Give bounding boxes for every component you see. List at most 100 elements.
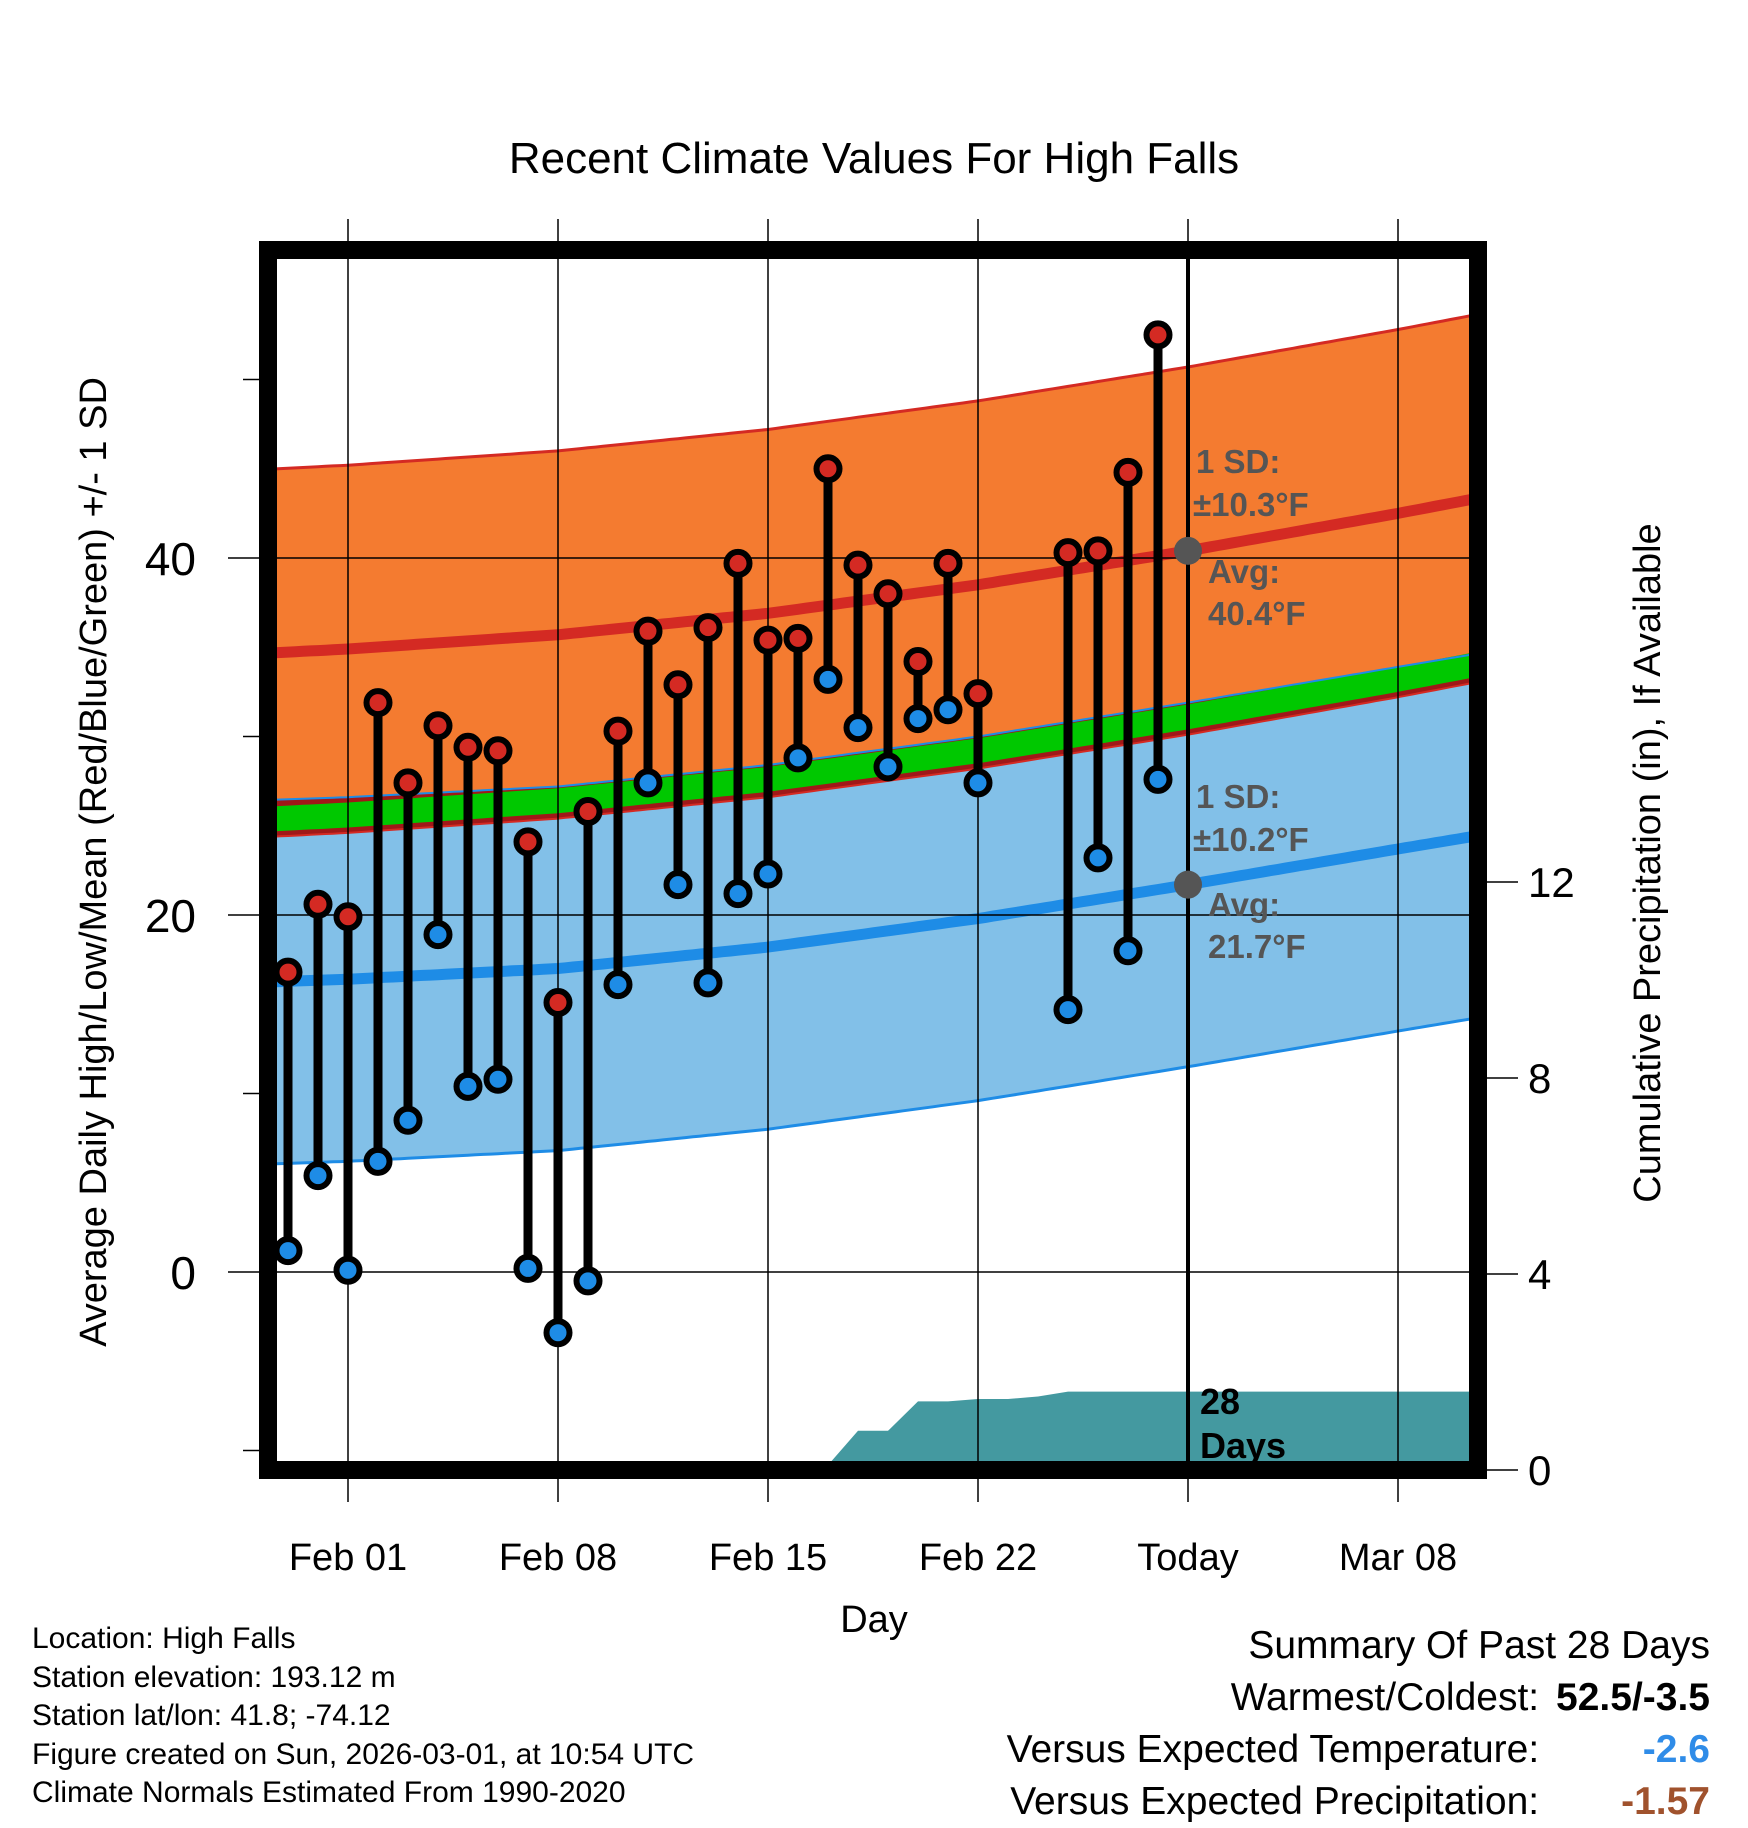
summary-temp-label: Versus Expected Temperature: [1006,1728,1540,1771]
summary-precip-label: Versus Expected Precipitation: [1010,1780,1540,1823]
obs-high-dot-6 [453,732,483,762]
low-lower-sd-line [268,1017,1474,1166]
obs-high-dot-18 [813,454,843,484]
today-high-avg-marker [1174,536,1202,565]
obs-low-dot-27 [1143,764,1173,794]
obs-low-dot-17 [783,743,813,773]
obs-high-dot-27 [1143,320,1173,350]
obs-low-dot-15 [723,879,753,909]
y2-tick-label-12: 12 [1528,859,1575,906]
y2-tick-label-8: 8 [1528,1055,1551,1102]
obs-high-dot-12 [633,616,663,646]
obs-high-dot-14 [693,613,723,643]
summary-precipitation: Versus Expected Precipitation: -1.57 [1007,1776,1710,1828]
summary-temp-value: -2.6 [1642,1728,1710,1771]
obs-high-dot-13 [663,670,693,700]
obs-high-dot-24 [1053,538,1083,568]
obs-low-dot-1 [303,1161,333,1191]
plot-frame [259,241,1487,1479]
summary-warmest-coldest: Warmest/Coldest: 52.5/-3.5 [1007,1672,1710,1724]
y2-tick-label-4: 4 [1528,1251,1551,1298]
x-tick-label-mar-08: Mar 08 [1339,1537,1457,1579]
precip-area [738,1391,1473,1470]
obs-low-dot-4 [393,1105,423,1135]
x-tick-label-feb-15: Feb 15 [709,1537,827,1579]
chart-title: Recent Climate Values For High Falls [509,134,1239,183]
x-axis-label: Day [840,1599,908,1641]
obs-low-dot-8 [513,1253,543,1283]
mean-band [268,652,1473,832]
obs-high-dot-10 [573,796,603,826]
obs-high-dot-11 [603,716,633,746]
y-tick-label-0: 0 [170,1247,196,1299]
obs-low-dot-23 [963,768,993,798]
obs-high-dot-2 [333,902,363,932]
obs-high-dot-21 [903,647,933,677]
obs-high-dot-19 [843,550,873,580]
y2-axis-label: Cumulative Precipitation (in), If Availa… [1627,523,1669,1202]
obs-high-dot-9 [543,987,573,1017]
low-avg-label: Avg: [1208,886,1280,923]
obs-low-dot-11 [603,970,633,1000]
obs-high-dot-22 [933,548,963,578]
high-lower-sd-line [268,681,1474,838]
y2-tick-label-0: 0 [1528,1447,1551,1494]
plot-area [268,250,1478,1470]
summary-title: Summary Of Past 28 Days [1248,1624,1710,1667]
obs-high-dot-0 [273,957,303,987]
obs-low-dot-9 [543,1318,573,1348]
obs-low-dot-12 [633,768,663,798]
x-tick-label-today: Today [1137,1537,1238,1579]
today-low-avg-marker [1174,870,1202,899]
obs-high-dot-25 [1083,536,1113,566]
obs-low-dot-3 [363,1146,393,1176]
x-tick-label-feb-01: Feb 01 [289,1537,407,1579]
obs-low-dot-13 [663,870,693,900]
obs-high-dot-3 [363,688,393,718]
summary-warm-label: Warmest/Coldest: [1230,1676,1540,1719]
x-tick-label-feb-08: Feb 08 [499,1537,617,1579]
obs-high-dot-17 [783,623,813,653]
obs-low-dot-26 [1113,936,1143,966]
obs-low-dot-18 [813,664,843,694]
obs-low-dot-7 [483,1064,513,1094]
summary-panel: Summary Of Past 28 Days Warmest/Coldest:… [1007,1620,1710,1828]
high-sd-value: ±10.3°F [1193,486,1309,523]
obs-low-dot-14 [693,968,723,998]
high-avg-value: 40.4°F [1208,595,1306,632]
obs-low-dot-6 [453,1071,483,1101]
low-avg-line [268,831,1474,988]
window-days-number: 28 [1200,1381,1240,1422]
obs-high-dot-4 [393,768,423,798]
obs-low-dot-25 [1083,843,1113,873]
info-latlon: Station lat/lon: 41.8; -74.12 [32,1699,391,1732]
y-tick-label-40: 40 [145,533,196,585]
low-sd-value: ±10.2°F [1193,821,1309,858]
summary-precip-value: -1.57 [1621,1780,1710,1823]
obs-high-dot-1 [303,889,333,919]
obs-low-dot-19 [843,713,873,743]
high-upper-sd-line [268,313,1474,471]
info-location: Location: High Falls [32,1622,296,1655]
low-sd-label: 1 SD: [1196,778,1280,815]
obs-low-dot-21 [903,704,933,734]
low-upper-sd-line [268,653,1474,801]
obs-high-dot-20 [873,579,903,609]
high-avg-label: Avg: [1208,553,1280,590]
high-sd-label: 1 SD: [1196,443,1280,480]
station-info: Location: High Falls Station elevation: … [32,1620,694,1813]
x-tick-label-feb-22: Feb 22 [919,1537,1037,1579]
obs-high-dot-8 [513,827,543,857]
obs-low-dot-22 [933,695,963,725]
obs-low-dot-20 [873,752,903,782]
info-elevation: Station elevation: 193.12 m [32,1660,396,1694]
obs-low-dot-24 [1053,995,1083,1025]
window-days-unit: Days [1200,1425,1286,1466]
summary-warm-value: 52.5/-3.5 [1556,1676,1710,1719]
info-created: Figure created on Sun, 2026-03-01, at 10… [32,1737,695,1771]
summary-temperature: Versus Expected Temperature: -2.6 [1007,1724,1710,1776]
obs-low-dot-10 [573,1266,603,1296]
obs-high-dot-7 [483,736,513,766]
obs-low-dot-16 [753,859,783,889]
